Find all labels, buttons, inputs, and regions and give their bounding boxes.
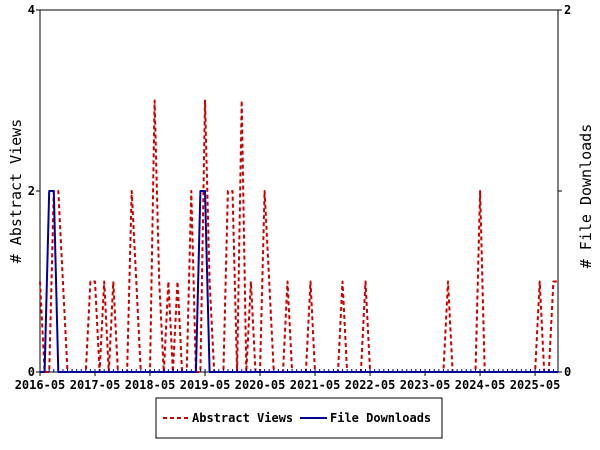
- y-left-tick-label: 4: [28, 3, 35, 17]
- x-tick-label: 2025-05: [510, 378, 561, 392]
- y-left-tick-label: 2: [28, 184, 35, 198]
- legend: Abstract Views File Downloads: [155, 397, 443, 439]
- x-tick-label: 2019-05: [180, 378, 231, 392]
- y-left-tick-label: 0: [28, 365, 35, 379]
- legend-label-abstract-views: Abstract Views: [192, 411, 293, 425]
- y-right-tick-label: 0: [564, 365, 571, 379]
- x-tick-label: 2018-05: [125, 378, 176, 392]
- x-tick-label: 2023-05: [400, 378, 451, 392]
- x-axis-ticks: 2016-05 2017-05 2018-05 2019-05 2020-05 2021-…: [15, 369, 561, 392]
- x-tick-label: 2017-05: [70, 378, 121, 392]
- y-right-axis-title: # File Downloads: [577, 124, 595, 269]
- x-tick-label: 2021-05: [290, 378, 341, 392]
- y-left-axis-title: # Abstract Views: [7, 119, 25, 264]
- legend-label-file-downloads: File Downloads: [330, 411, 431, 425]
- x-tick-label: 2020-05: [235, 378, 286, 392]
- x-tick-label: 2016-05: [15, 378, 66, 392]
- legend-box: [155, 397, 443, 439]
- plot-frame: [39, 9, 559, 373]
- y-right-tick-label: 2: [564, 3, 571, 17]
- x-tick-label: 2024-05: [455, 378, 506, 392]
- x-tick-label: 2022-05: [345, 378, 396, 392]
- y-axis-ticks: 0 2 4 0 2: [28, 3, 571, 379]
